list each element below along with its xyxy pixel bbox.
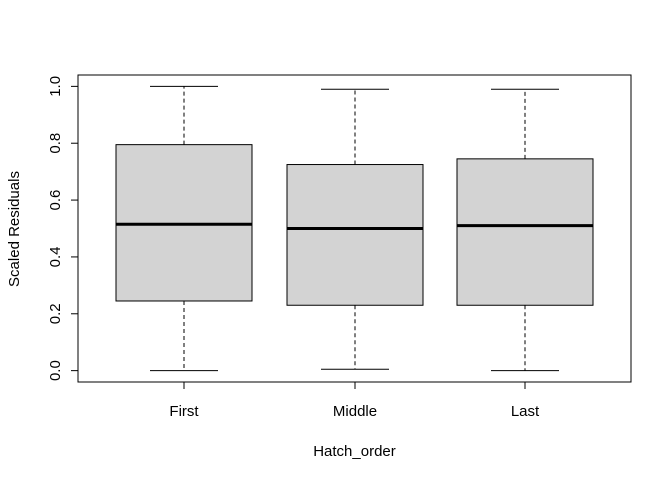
y-tick-label: 0.4 [47,246,64,267]
x-tick-label: Middle [333,403,377,420]
x-tick-label: Last [511,403,540,420]
box-middle [286,88,424,370]
y-tick-label: 0.0 [47,360,64,381]
y-tick-label: 0.8 [47,133,64,154]
iqr-box [286,164,424,306]
y-tick-label: 0.2 [47,303,64,324]
x-tick-label: First [169,403,199,420]
box-series [115,85,594,372]
box-last [456,88,594,372]
y-tick-label: 0.6 [47,190,64,211]
iqr-box [456,158,594,306]
y-axis: 0.0 0.2 0.4 0.6 0.8 1.0 [47,76,79,381]
y-axis-title: Scaled Residuals [6,171,23,287]
x-axis: First Middle Last [169,381,540,420]
x-axis-title: Hatch_order [313,443,396,460]
box-first [115,85,253,372]
y-tick-label: 1.0 [47,76,64,97]
